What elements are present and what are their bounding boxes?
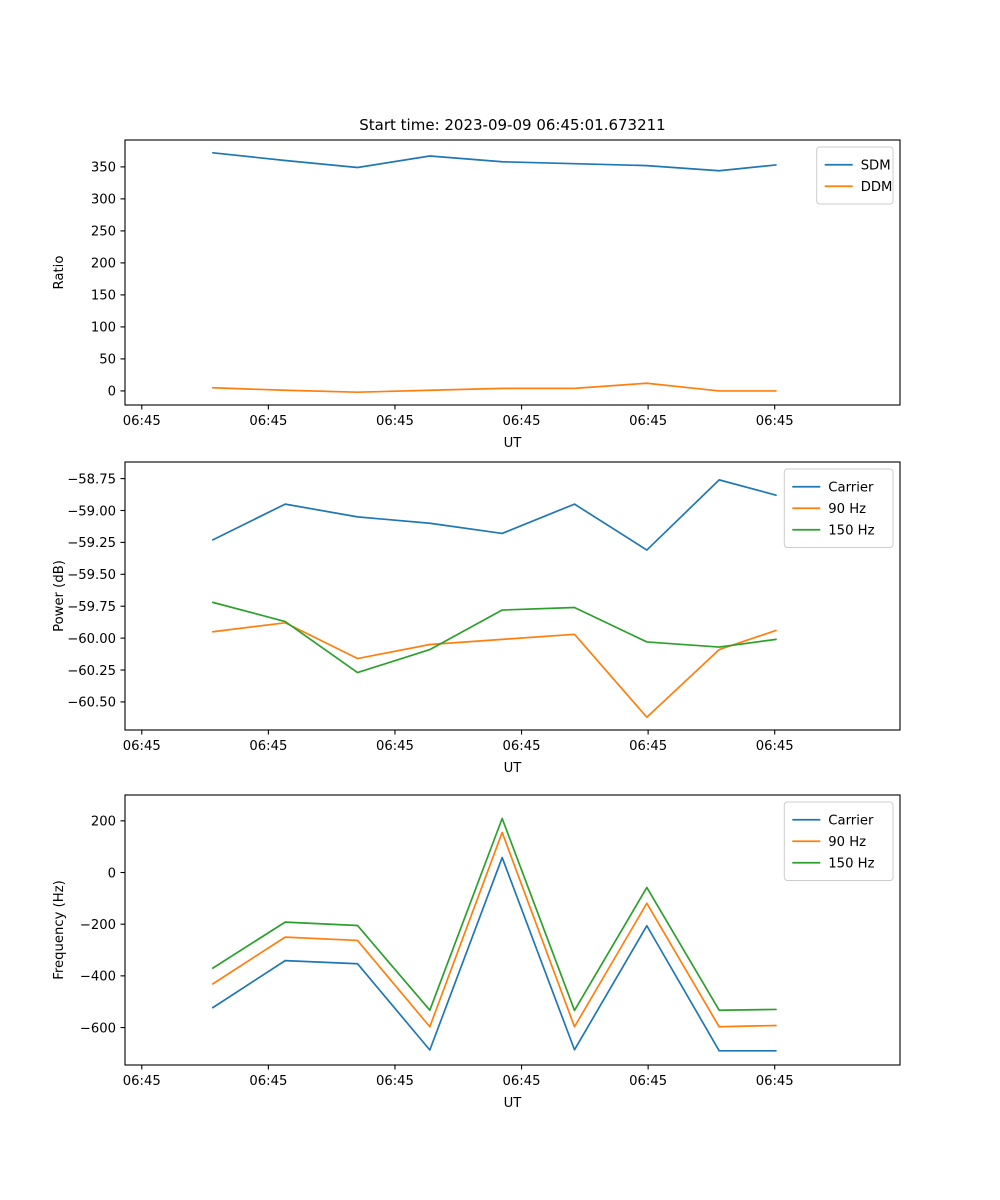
x-axis-label: UT (504, 1096, 523, 1111)
series-line-carrier (211, 479, 777, 551)
legend: SDM DDM (816, 146, 894, 205)
legend-label-150-hz: 150 Hz (828, 857, 874, 872)
y-tick-label: −600 (80, 1021, 116, 1036)
y-tick-label: −59.50 (67, 568, 116, 583)
x-tick-label: 06:45 (629, 414, 667, 429)
x-tick-label: 06:45 (376, 1074, 414, 1089)
legend-label-carrier: Carrier (828, 814, 874, 829)
x-tick-label: 06:45 (756, 1074, 794, 1089)
y-tick-label: −200 (80, 918, 116, 933)
series-line-carrier (211, 856, 777, 1052)
x-tick-label: 06:45 (123, 1074, 161, 1089)
y-tick-label: −59.25 (67, 536, 116, 551)
power-panel-canvas: 06:45 06:45 06:45 06:45 06:45 06:45 −58.75 −59.… (52, 461, 901, 776)
y-tick-label: −60.50 (67, 696, 116, 711)
y-tick-label: −400 (80, 970, 116, 985)
series-line-90-hz (211, 831, 777, 1028)
legend-box (783, 801, 894, 881)
x-tick-label: 06:45 (249, 414, 287, 429)
ratio-panel: Start time: 2023-09-09 06:45:01.673211 06… (0, 110, 1000, 455)
x-tick-label: 06:45 (503, 414, 541, 429)
y-tick-label: −59.75 (67, 600, 116, 615)
ratio-panel-canvas: Start time: 2023-09-09 06:45:01.673211 06… (52, 116, 901, 451)
x-axis-label: UT (504, 761, 523, 776)
y-tick-label: 50 (99, 353, 116, 368)
series-line-90-hz (211, 621, 777, 719)
axes-frame (124, 794, 901, 1066)
series-line-ddm (211, 382, 777, 394)
x-axis-label: UT (504, 436, 523, 451)
panel-title: Start time: 2023-09-09 06:45:01.673211 (359, 116, 665, 134)
x-tick-label: 06:45 (123, 414, 161, 429)
x-tick-label: 06:45 (123, 739, 161, 754)
y-tick-label: −60.25 (67, 664, 116, 679)
x-tick-label: 06:45 (376, 739, 414, 754)
frequency-panel-canvas: 06:45 06:45 06:45 06:45 06:45 06:45 200 0 −200 −4… (52, 794, 901, 1111)
frequency-panel: 06:45 06:45 06:45 06:45 06:45 06:45 200 0 −200 −4… (0, 770, 1000, 1120)
series-line-sdm (211, 151, 777, 172)
legend-label-90-hz: 90 Hz (828, 835, 866, 850)
legend-label-150-hz: 150 Hz (828, 524, 874, 539)
y-tick-label: 200 (91, 257, 116, 272)
y-tick-label: 350 (91, 161, 116, 176)
y-tick-label: −58.75 (67, 472, 116, 487)
legend: Carrier 90 Hz 150 Hz (783, 468, 894, 548)
legend-label-sdm: SDM (861, 159, 891, 174)
legend-box (816, 146, 894, 205)
axes-frame (124, 461, 901, 731)
x-tick-label: 06:45 (756, 414, 794, 429)
y-tick-label: 250 (91, 225, 116, 240)
power-panel: 06:45 06:45 06:45 06:45 06:45 06:45 −58.75 −59.… (0, 440, 1000, 780)
y-tick-label: 0 (108, 866, 116, 881)
legend-label-ddm: DDM (861, 180, 893, 195)
legend: Carrier 90 Hz 150 Hz (783, 801, 894, 881)
legend-label-carrier: Carrier (828, 481, 874, 496)
y-tick-label: 300 (91, 193, 116, 208)
y-axis-label: Frequency (Hz) (52, 880, 67, 979)
x-tick-label: 06:45 (249, 739, 287, 754)
x-tick-label: 06:45 (756, 739, 794, 754)
legend-box (783, 468, 894, 548)
x-tick-label: 06:45 (503, 739, 541, 754)
y-tick-label: −59.00 (67, 504, 116, 519)
series-line-150-hz (211, 817, 777, 1012)
y-tick-label: 0 (108, 385, 116, 400)
x-tick-label: 06:45 (629, 739, 667, 754)
legend-label-90-hz: 90 Hz (828, 502, 866, 517)
y-tick-label: 200 (91, 815, 116, 830)
x-tick-label: 06:45 (629, 1074, 667, 1089)
y-tick-label: −60.00 (67, 632, 116, 647)
axes-frame (124, 139, 901, 406)
x-tick-label: 06:45 (249, 1074, 287, 1089)
y-tick-label: 150 (91, 289, 116, 304)
y-tick-label: 100 (91, 321, 116, 336)
x-tick-label: 06:45 (376, 414, 414, 429)
y-axis-label: Ratio (52, 256, 67, 290)
y-axis-label: Power (dB) (52, 560, 67, 632)
x-tick-label: 06:45 (503, 1074, 541, 1089)
series-line-150-hz (211, 601, 777, 674)
